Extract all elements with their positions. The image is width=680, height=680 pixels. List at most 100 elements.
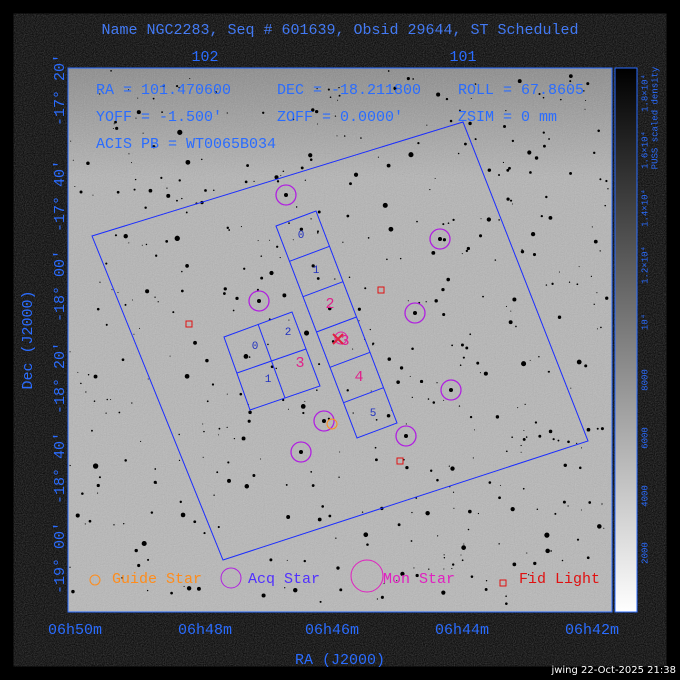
s-chip-label: 5 [370,408,377,420]
field-star [144,206,147,209]
field-star [386,258,388,261]
field-star [538,356,540,358]
field-star [115,126,119,130]
field-star [161,111,163,114]
field-star [584,108,586,110]
field-star [223,287,227,291]
field-star [114,120,117,124]
field-star [486,217,492,222]
field-star [560,98,562,101]
field-star [584,364,588,368]
field-star [181,197,183,200]
field-star [476,361,480,365]
field-star [425,510,430,516]
field-star [605,296,609,300]
field-star [463,543,465,545]
field-star [282,293,287,298]
field-star [336,135,338,137]
acq-star [395,425,417,447]
field-star [343,135,346,137]
i-chip-label: 3 [295,355,304,372]
field-star [69,566,71,568]
field-star [464,142,467,146]
info-roll: ROLL = 67.8605 [458,82,584,99]
field-star [388,226,394,232]
field-star [77,371,79,373]
field-star [309,158,313,161]
field-star [243,354,249,359]
field-star [150,511,154,514]
colorbar-label: 1.2×10⁴ [639,246,650,284]
colorbar-label: 6000 [640,427,650,449]
field-star [133,188,136,191]
field-star [465,249,469,253]
info-ra: RA = 101.470600 [96,82,231,99]
field-star [121,358,125,362]
field-star [134,548,138,553]
s-chip-label: 2 [325,296,334,313]
field-star [590,275,593,278]
s-chip-label: 0 [298,230,305,242]
field-star [479,372,481,374]
legend-fid: Fid Light [519,571,600,588]
field-star [509,199,513,202]
field-star [600,427,604,431]
field-star [434,299,438,303]
field-star [487,168,492,172]
field-star [570,387,572,389]
field-star [517,79,522,84]
field-star [406,77,410,81]
field-star [357,307,361,311]
field-star [361,511,364,513]
field-star [327,88,330,91]
field-star [576,283,579,286]
field-star [375,418,378,421]
field-star [376,598,379,600]
field-star [233,437,236,440]
field-star [311,484,315,487]
acq-star [290,441,312,463]
field-star [532,252,537,257]
field-star [134,178,137,181]
field-star [178,433,180,436]
field-star [520,444,522,447]
field-star [386,413,391,418]
field-star [92,463,99,469]
field-star [311,264,315,268]
field-star [74,185,76,188]
field-star [157,301,159,303]
field-star [495,415,500,419]
field-star [511,203,513,205]
field-star [193,520,197,524]
field-star [128,242,130,244]
i-chip-label: 2 [285,327,292,339]
field-star [317,517,322,522]
field-star [547,371,549,373]
field-star [287,408,289,410]
field-star [274,175,279,180]
colorbar-label: 10⁴ [639,314,650,330]
fid-lights [185,286,404,465]
acq-star [313,410,335,432]
field-star [458,405,461,407]
field-star [576,538,580,541]
field-star [146,589,149,592]
field-star [436,478,439,482]
colorbar-label: 4000 [640,485,650,507]
field-star [436,92,441,97]
legend-guide: Guide Star [112,571,202,588]
field-star [81,492,84,495]
field-star [383,583,385,585]
star-core [449,388,453,392]
legend-fid-icon [499,579,507,587]
field-star [538,434,542,438]
field-star [607,188,609,190]
field-star [437,535,439,537]
field-star [155,254,158,257]
field-star [72,159,74,161]
field-star [461,253,463,255]
field-star [98,476,101,479]
field-star [545,195,548,199]
field-star [328,514,332,518]
field-star [511,139,515,143]
